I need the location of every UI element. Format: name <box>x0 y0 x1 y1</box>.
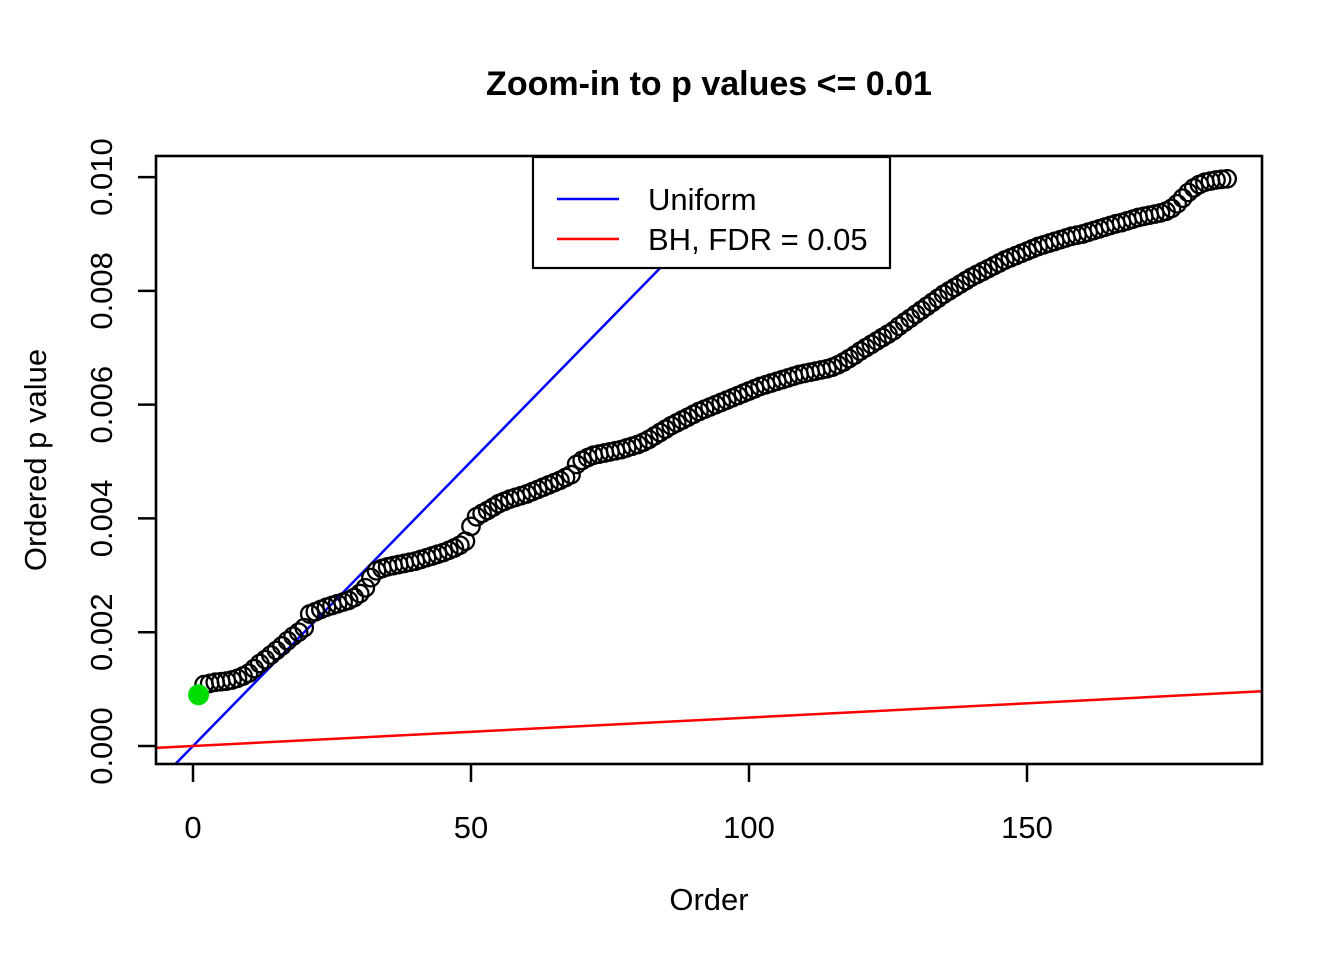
chart-title: Zoom-in to p values <= 0.01 <box>486 65 932 103</box>
data-point <box>255 649 276 670</box>
legend-box <box>531 155 892 270</box>
data-point <box>344 587 365 608</box>
data-point <box>1172 188 1193 208</box>
x-tick-label: 100 <box>723 810 775 845</box>
y-tick-label: 0.002 <box>84 593 119 671</box>
scatter-points <box>188 168 1238 706</box>
legend: Uniform BH, FDR = 0.05 <box>531 155 892 270</box>
data-point <box>294 617 315 638</box>
y-tick-label: 0.004 <box>84 480 119 558</box>
data-point <box>266 640 287 661</box>
y-axis: 0.000 0.002 0.004 0.006 0.008 0.010 <box>84 138 156 785</box>
data-point <box>288 622 309 643</box>
data-point <box>1206 170 1226 190</box>
data-point <box>272 636 292 656</box>
x-axis: 0 50 100 150 <box>184 764 1053 845</box>
data-point <box>1217 168 1238 189</box>
legend-label-bh: BH, FDR = 0.05 <box>648 222 868 257</box>
uniform-line <box>173 156 772 764</box>
data-point <box>1161 198 1182 219</box>
reference-lines <box>156 156 1262 764</box>
y-tick-label: 0.006 <box>84 366 119 444</box>
highlight-point <box>188 684 210 706</box>
data-point <box>1211 169 1232 190</box>
data-point <box>566 454 587 475</box>
y-tick-label: 0.010 <box>84 138 119 216</box>
data-point <box>461 516 481 537</box>
x-tick-label: 0 <box>184 810 201 845</box>
data-point <box>450 535 470 556</box>
x-tick-label: 50 <box>454 810 488 845</box>
y-tick-label: 0.008 <box>84 252 119 330</box>
y-axis-label: Ordered p value <box>18 349 53 571</box>
bh-threshold-line <box>156 690 1262 750</box>
data-point <box>349 583 370 604</box>
y-tick-label: 0.000 <box>84 707 119 785</box>
data-point <box>561 464 581 485</box>
legend-label-uniform: Uniform <box>648 182 757 217</box>
x-tick-label: 150 <box>1001 810 1053 845</box>
data-point <box>238 663 259 684</box>
data-point <box>260 645 281 665</box>
x-axis-label: Order <box>669 882 748 917</box>
data-point <box>1167 193 1187 214</box>
data-point <box>355 577 376 598</box>
